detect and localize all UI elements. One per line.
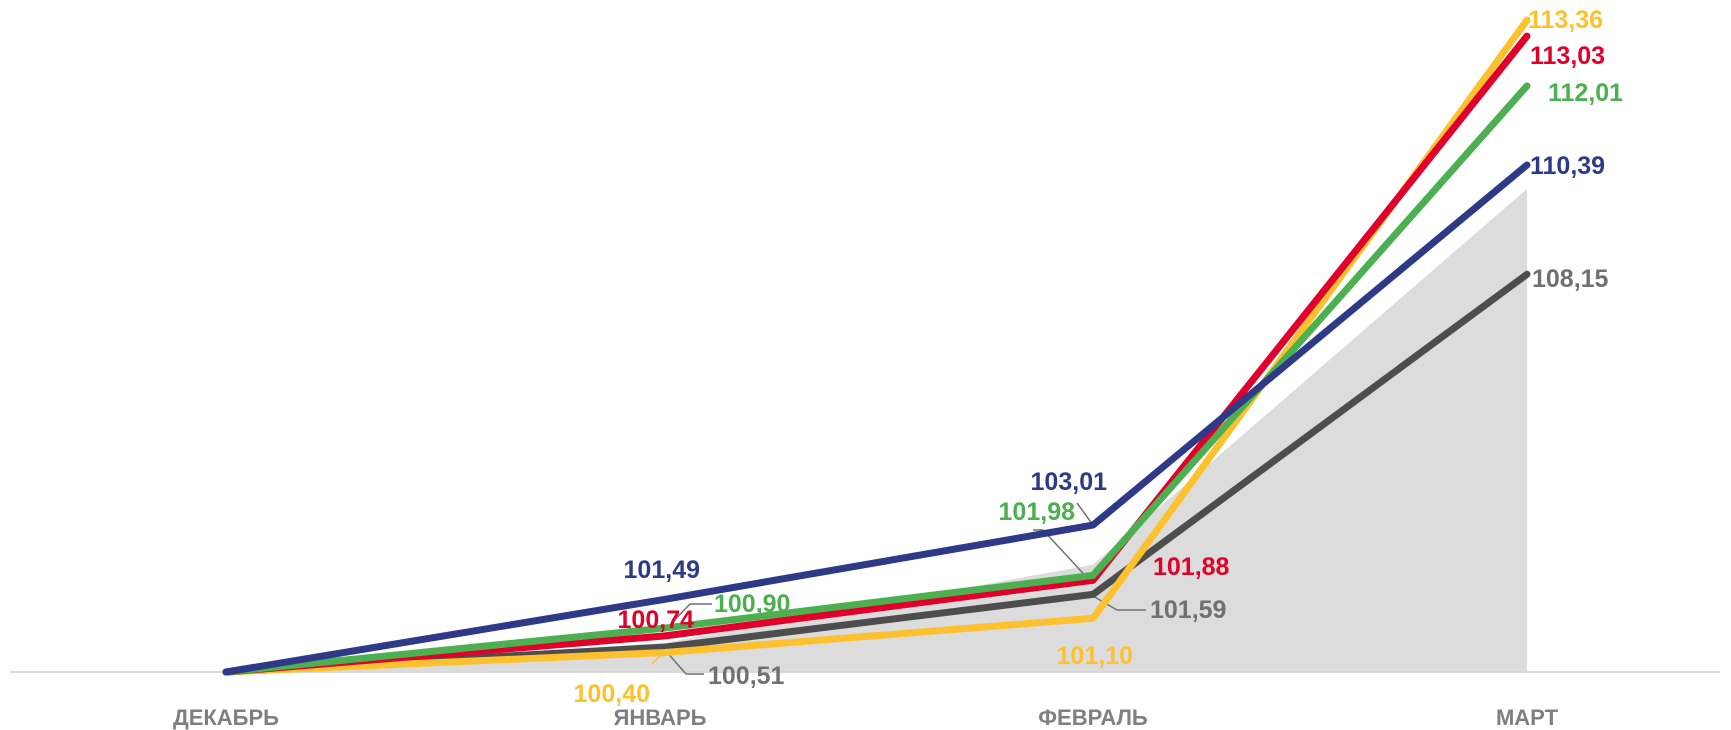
shaded-area: [226, 188, 1527, 672]
series-line-2: [222, 32, 1531, 676]
data-label-s0-p3: 108,15: [1532, 265, 1609, 293]
data-label-s4-p3: 110,39: [1530, 152, 1605, 180]
data-label-s1-p1: 100,40: [574, 680, 650, 708]
data-label-s0-p1: 100,51: [708, 662, 785, 690]
data-label-s4-p2: 103,01: [1031, 468, 1108, 496]
x-axis-category-labels: ДЕКАБРЬ ЯНВАРЬ ФЕВРАЛЬ МАРТ: [173, 705, 1559, 730]
series-line-4: [222, 161, 1531, 676]
data-label-s1-p2: 101,10: [1057, 642, 1133, 670]
leader-line-3: [1092, 595, 1146, 611]
data-label-s4-p1: 101,49: [624, 556, 700, 584]
category-label-2: ФЕВРАЛЬ: [1038, 705, 1148, 730]
leader-line-2: [664, 603, 712, 631]
series-line-1: [222, 16, 1531, 676]
data-label-s0-p2: 101,59: [1150, 596, 1226, 624]
series-line-3: [222, 82, 1531, 676]
leader-line-4: [1033, 529, 1094, 585]
series-lines: [222, 16, 1531, 676]
data-label-s3-p1: 100,90: [714, 590, 790, 618]
leader-line-0: [664, 649, 704, 675]
shaded-area-layer: [226, 188, 1527, 672]
data-label-s1-p3: 113,36: [1528, 6, 1603, 34]
data-label-s2-p3: 113,03: [1530, 42, 1605, 70]
category-label-0: ДЕКАБРЬ: [173, 705, 279, 730]
category-label-3: МАРТ: [1496, 705, 1559, 730]
label-leader-lines: [651, 502, 1146, 675]
data-labels: 100,51 101,59 108,15 100,40 101,10 113,36 100,…: [574, 6, 1624, 708]
data-label-s3-p2: 101,98: [999, 498, 1076, 526]
data-label-s2-p1: 100,74: [618, 606, 695, 634]
data-label-s2-p2: 101,88: [1153, 553, 1230, 581]
data-label-s3-p3: 112,01: [1548, 79, 1623, 107]
leader-line-5: [1076, 502, 1094, 526]
category-label-1: ЯНВАРЬ: [614, 705, 707, 730]
